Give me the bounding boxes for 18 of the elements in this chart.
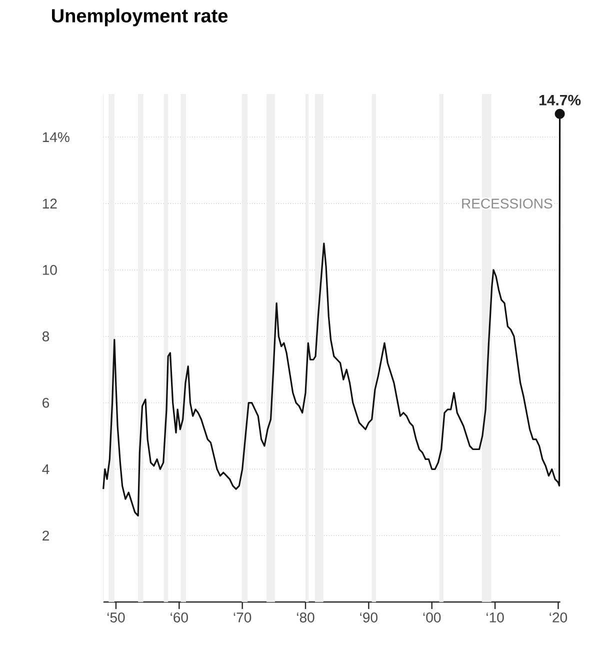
x-tick-label: ‘20 <box>550 612 567 622</box>
y-tick-label: 6 <box>42 398 49 408</box>
x-tick-label: ‘90 <box>360 612 378 622</box>
y-tick-label: 2 <box>42 530 49 540</box>
x-tick-label: ‘80 <box>296 612 314 622</box>
x-tick-label: ‘70 <box>234 612 251 622</box>
y-tick-label: 12 <box>42 198 57 208</box>
chart-title: Unemployment rate <box>52 8 228 26</box>
annotation: RECESSIONS <box>462 198 552 209</box>
x-tick-label: ‘50 <box>107 612 125 622</box>
x-tick-label: ‘00 <box>423 612 441 622</box>
y-tick-label: 10 <box>42 265 57 275</box>
x-tick-label: ‘60 <box>170 612 188 622</box>
y-tick-label: 14% <box>42 132 70 142</box>
y-tick-label: 4 <box>42 464 50 474</box>
x-tick-label: ‘10 <box>486 612 504 622</box>
y-tick-label: 8 <box>42 331 49 342</box>
annotation: 14.7% <box>539 94 581 106</box>
